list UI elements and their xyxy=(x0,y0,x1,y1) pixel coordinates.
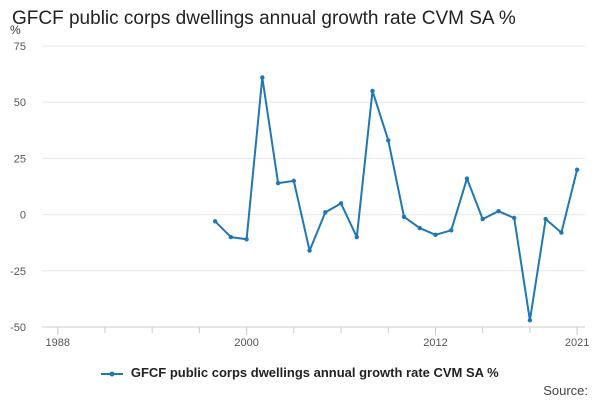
x-tick-label: 2021 xyxy=(565,337,589,349)
data-point[interactable] xyxy=(386,138,391,143)
data-point[interactable] xyxy=(291,178,297,184)
data-point[interactable] xyxy=(543,216,548,222)
y-tick-label: 75 xyxy=(14,41,26,53)
y-tick-label: 25 xyxy=(14,153,26,165)
series-group xyxy=(212,75,580,323)
data-point[interactable] xyxy=(401,214,407,220)
data-point[interactable] xyxy=(433,232,438,238)
legend-swatch xyxy=(101,371,124,377)
x-tick-label: 1988 xyxy=(45,337,69,349)
data-point[interactable] xyxy=(449,228,454,233)
data-point[interactable] xyxy=(417,225,422,231)
data-point[interactable] xyxy=(338,201,344,206)
chart-title: GFCF public corps dwellings annual growt… xyxy=(12,8,516,29)
y-tick-label: 0 xyxy=(20,210,26,222)
legend-label: GFCF public corps dwellings annual growt… xyxy=(130,365,499,380)
source-label: Source: xyxy=(543,383,588,398)
x-axis: 1988 2000 2012 2021 xyxy=(45,327,589,349)
y-axis-unit-label: % xyxy=(10,23,21,37)
series-line xyxy=(214,76,579,322)
data-point[interactable] xyxy=(228,234,234,240)
data-point[interactable] xyxy=(307,248,312,253)
data-point[interactable] xyxy=(370,88,375,94)
x-tick-label: 2012 xyxy=(423,337,447,349)
data-point[interactable] xyxy=(464,176,470,181)
data-point[interactable] xyxy=(574,167,580,172)
data-point[interactable] xyxy=(212,219,218,224)
data-point[interactable] xyxy=(527,318,533,323)
y-tick-label: 50 xyxy=(14,97,26,109)
data-point[interactable] xyxy=(244,237,249,242)
data-point[interactable] xyxy=(354,234,359,240)
x-tick-label: 2000 xyxy=(234,337,258,349)
data-point[interactable] xyxy=(323,210,328,215)
y-tick-label: -50 xyxy=(10,322,26,334)
data-point[interactable] xyxy=(511,215,517,221)
data-point[interactable] xyxy=(559,230,564,235)
data-point[interactable] xyxy=(480,216,485,222)
legend[interactable]: GFCF public corps dwellings annual growt… xyxy=(0,365,600,380)
data-point[interactable] xyxy=(496,209,501,214)
y-tick-label: -25 xyxy=(10,266,26,278)
grid-lines xyxy=(42,45,585,328)
data-point[interactable] xyxy=(260,75,265,80)
y-axis-ticks: 75 50 25 0 -25 -50 xyxy=(10,41,26,334)
data-point[interactable] xyxy=(275,180,281,186)
